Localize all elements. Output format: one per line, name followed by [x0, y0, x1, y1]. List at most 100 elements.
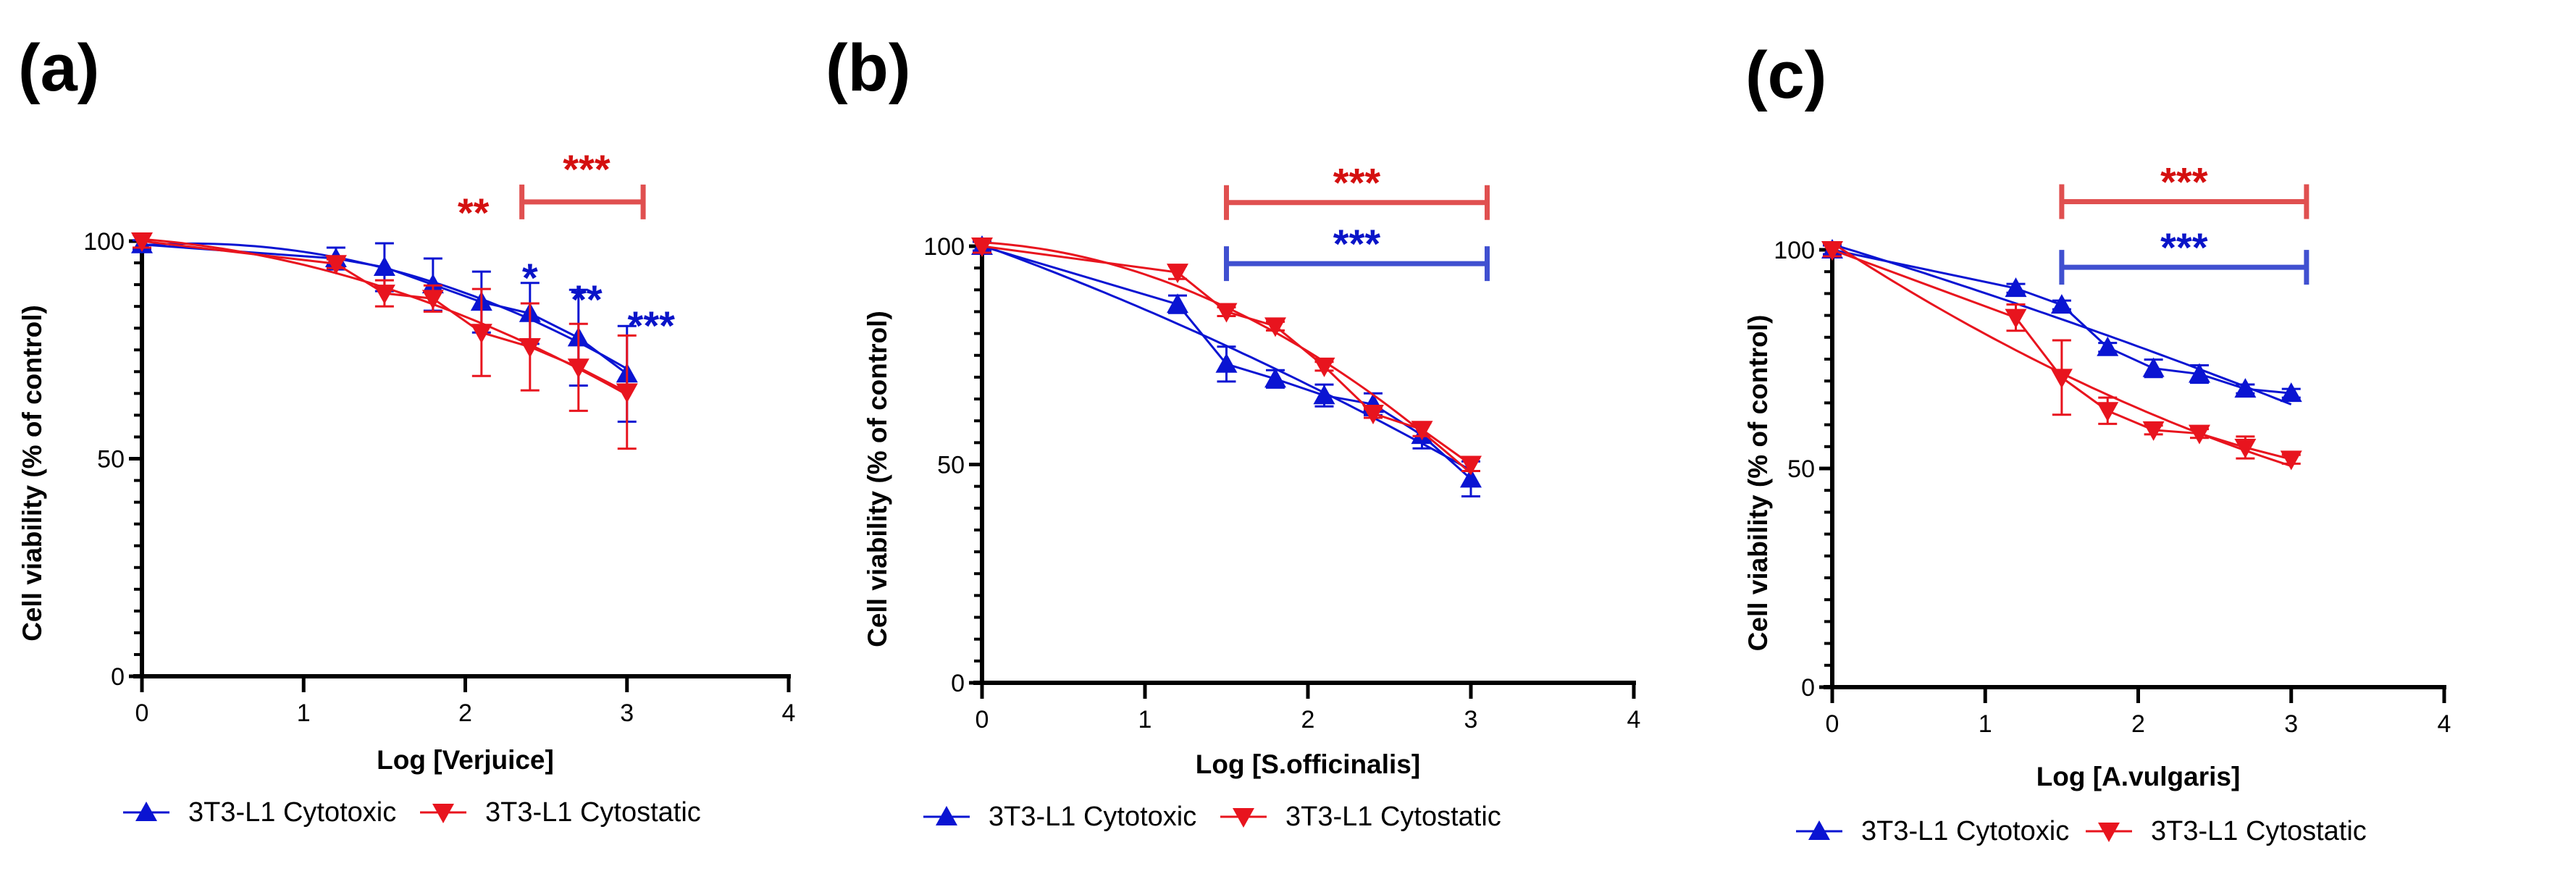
y-tick-label: 0: [951, 670, 965, 697]
fit-curve: [1832, 243, 2292, 405]
triangle-down-icon: [1233, 808, 1254, 828]
panel-label: (a): [18, 31, 99, 105]
x-tick-label: 4: [782, 699, 796, 727]
data-point: [1264, 317, 1286, 337]
legend: 3T3-L1 Cytotoxic 3T3-L1 Cytostatic: [1796, 816, 2367, 846]
data-point: [616, 383, 638, 403]
data-point: [2280, 382, 2302, 403]
data-point: [324, 255, 347, 275]
panel-c: (c) 0 50 100 0 1 2 3 4 Log [A.vulgaris] Cell viabi…: [1743, 38, 2451, 846]
x-tick-label: 1: [297, 699, 311, 727]
data-point: [971, 237, 993, 257]
significance-stars: ***: [2160, 224, 2208, 270]
data-line: [1832, 248, 2291, 395]
data-point: [421, 290, 444, 310]
data-point: [2234, 378, 2257, 398]
x-tick-label: 4: [1627, 706, 1641, 733]
data-point: [1313, 384, 1335, 405]
panel-label: (b): [826, 31, 910, 105]
significance-stars: **: [458, 190, 490, 235]
data-point: [1264, 368, 1286, 388]
y-tick-label: 0: [1801, 674, 1815, 702]
data-point: [1362, 404, 1384, 424]
data-point: [2097, 402, 2119, 422]
data-point: [2005, 277, 2027, 298]
y-tick-label: 100: [83, 228, 125, 256]
x-tick-label: 1: [1138, 706, 1152, 733]
data-point: [2050, 294, 2073, 314]
x-axis-title: Log [S.officinalis]: [1196, 749, 1420, 779]
y-tick-label: 50: [97, 446, 125, 474]
data-point: [519, 338, 541, 358]
data-point: [2050, 369, 2073, 389]
panel-b: (b) 0 50 100 0 1 2 3 4 Log [S.officinalis] Cell vi…: [826, 31, 1640, 832]
significance-stars: ***: [1333, 221, 1381, 266]
x-tick-label: 4: [2438, 710, 2451, 738]
data-point: [373, 285, 395, 305]
data-point: [131, 232, 153, 252]
triangle-up-icon: [1808, 820, 1830, 840]
legend-label: 3T3-L1 Cytotoxic: [1861, 816, 2069, 846]
triangle-up-icon: [936, 806, 957, 825]
triangle-up-icon: [135, 802, 157, 821]
legend-label: 3T3-L1 Cytostatic: [1285, 802, 1501, 832]
data-point: [1411, 421, 1433, 441]
legend: 3T3-L1 Cytotoxic 3T3-L1 Cytostatic: [923, 802, 1501, 832]
data-point: [373, 256, 395, 277]
y-axis-title: Cell viability (% of control): [1743, 315, 1773, 652]
y-tick-label: 50: [937, 452, 965, 479]
series-cytotoxic: [971, 235, 1482, 498]
data-line: [1832, 248, 2292, 461]
x-tick-label: 3: [2284, 710, 2298, 738]
x-tick-label: 3: [1464, 706, 1478, 733]
significance-stars: ***: [563, 146, 611, 192]
data-point: [1460, 455, 1482, 476]
y-axis-title: Cell viability (% of control): [17, 305, 47, 642]
y-tick-label: 100: [923, 233, 965, 261]
significance-stars: ***: [628, 303, 676, 348]
legend-label: 3T3-L1 Cytotoxic: [188, 797, 396, 828]
data-point: [2142, 357, 2165, 377]
data-point: [2005, 308, 2027, 329]
x-tick-label: 0: [135, 699, 149, 727]
data-point: [2234, 439, 2257, 459]
legend-label: 3T3-L1 Cytostatic: [2151, 816, 2367, 846]
x-tick-label: 0: [976, 706, 989, 733]
data-point: [567, 358, 590, 379]
data-point: [2097, 336, 2119, 356]
panel-label: (c): [1745, 38, 1826, 112]
y-tick-label: 50: [1787, 455, 1815, 483]
triangle-down-icon: [432, 804, 454, 823]
legend: 3T3-L1 Cytotoxic 3T3-L1 Cytostatic: [123, 797, 701, 828]
data-point: [2189, 363, 2210, 383]
data-point: [1313, 357, 1335, 377]
data-point: [1167, 293, 1188, 314]
series-cytotoxic: [131, 233, 638, 423]
legend-label: 3T3-L1 Cytotoxic: [989, 802, 1196, 832]
x-tick-label: 2: [1301, 706, 1315, 733]
series-cytostatic: [131, 232, 638, 450]
data-point: [2142, 421, 2165, 441]
data-point: [1215, 353, 1238, 373]
data-point: [1215, 303, 1238, 323]
significance-stars: **: [571, 277, 603, 322]
x-tick-label: 2: [458, 699, 472, 727]
x-axis-title: Log [A.vulgaris]: [2036, 762, 2241, 791]
data-point: [470, 324, 492, 344]
data-line: [981, 245, 1472, 480]
significance-stars: ***: [1333, 160, 1381, 206]
y-tick-label: 100: [1774, 237, 1815, 264]
significance-stars: ***: [2160, 159, 2208, 204]
x-tick-label: 0: [1826, 710, 1839, 738]
data-point: [421, 274, 444, 294]
significance-stars: *: [522, 255, 538, 300]
x-tick-label: 1: [1979, 710, 1992, 738]
legend-label: 3T3-L1 Cytostatic: [485, 797, 701, 828]
panel-a: (a) 0 50 100 0 1 2 3 4 Log [Verjuice] Cell viabili…: [17, 31, 795, 828]
x-axis-title: Log [Verjuice]: [377, 745, 554, 775]
series-cytostatic: [971, 237, 1482, 476]
data-point: [1167, 264, 1188, 284]
data-point: [1460, 468, 1482, 488]
data-point: [2280, 450, 2302, 471]
